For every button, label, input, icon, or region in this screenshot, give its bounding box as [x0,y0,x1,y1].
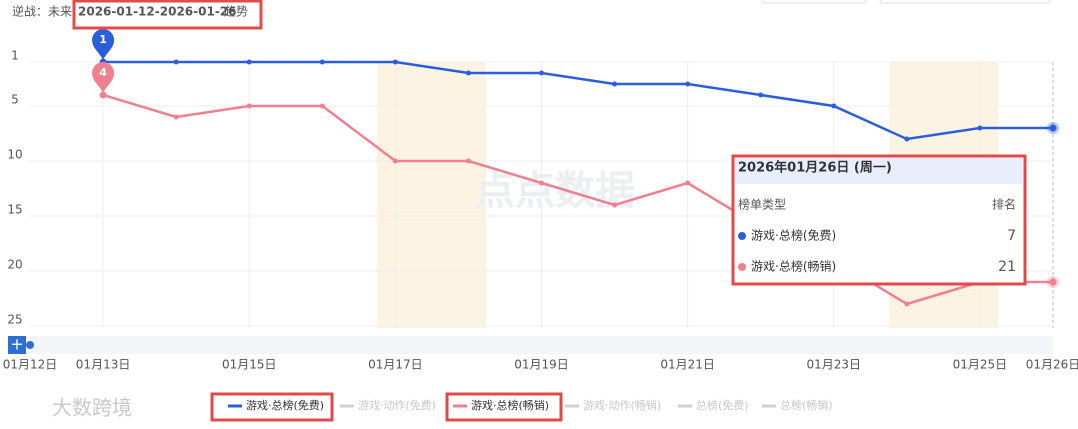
point [904,136,910,142]
point [319,59,325,65]
zoom-button[interactable] [8,336,26,354]
tooltip-col: 榜单类型 [738,197,786,212]
x-tick-label: 01月25日 [953,358,1008,372]
pin-label: 4 [99,66,107,79]
point [99,91,107,99]
point [977,125,983,131]
point [1049,124,1057,132]
header-suffix: 趋势 [224,5,248,19]
zoom-handle[interactable] [26,341,34,349]
tooltip-title: 2026年01月26日 (周一) [738,160,892,176]
x-tick-label: 01月21日 [660,358,715,372]
point [465,158,471,164]
watermark: 大数跨境 [52,396,132,420]
point [612,81,618,87]
tooltip-series: 游戏·总榜(畅销) [751,259,836,274]
tooltip-dot [738,263,746,271]
legend-label: 游戏·总榜(免费) [246,398,324,412]
pin-label: 1 [99,33,107,46]
point [685,81,691,87]
zoom-track[interactable] [30,336,1053,354]
x-tick-label: 01月19日 [514,358,569,372]
series-line [102,93,1053,306]
pin [92,62,115,93]
y-tick-label: 15 [7,203,22,217]
x-tick-label: 01月26日 [1026,358,1078,372]
x-tick-label: 01月13日 [76,358,131,372]
x-tick-label: 01月15日 [222,358,277,372]
legend-label: 总榜(免费) [696,398,749,412]
point [612,202,618,208]
header-range: 2026-01-12-2026-01-26 [78,5,237,19]
tooltip-col: 排名 [992,197,1016,212]
watermark: 点点数据 [475,168,635,214]
legend-label: 游戏·动作(畅销) [583,398,661,412]
legend-label: 总榜(畅销) [780,398,833,412]
point [539,70,544,76]
point [831,103,837,109]
point [173,59,179,65]
highlight-box [210,392,334,422]
point [246,59,252,65]
highlight-box [445,392,563,422]
y-tick-label: 10 [7,148,22,162]
y-tick-label: 1 [11,49,19,63]
tooltip-header [735,158,1023,184]
x-tick-label: 01月12日 [3,358,58,372]
x-tick-label: 01月17日 [368,358,423,372]
point [1049,278,1057,286]
pin [92,29,115,60]
y-tick-label: 25 [7,313,22,327]
weekend-band [377,62,486,328]
toolbar-button[interactable] [761,0,867,4]
series-line [103,60,1053,141]
legend-label: 游戏·动作(免费) [358,398,436,412]
point [173,114,179,120]
y-tick-label: 5 [11,93,19,107]
legend-label: 游戏·总榜(畅销) [471,398,549,412]
x-tick-label: 01月23日 [807,358,862,372]
point [539,180,544,186]
tooltip-series: 游戏·总榜(免费) [751,228,836,243]
header-game: 逆战：未来 [12,4,72,19]
point [392,59,398,65]
tooltip-value: 21 [998,259,1016,275]
tooltip-value: 7 [1007,228,1016,244]
point [685,180,691,186]
point [246,103,252,109]
highlight-box [72,0,263,30]
tooltip-dot [738,232,746,240]
point [758,92,764,98]
point [319,103,325,109]
y-tick-label: 20 [7,258,22,272]
point [465,70,471,76]
point [904,301,910,307]
point [392,158,398,164]
toolbar-button[interactable] [879,0,1051,4]
zoom-button-label: + [10,335,23,354]
